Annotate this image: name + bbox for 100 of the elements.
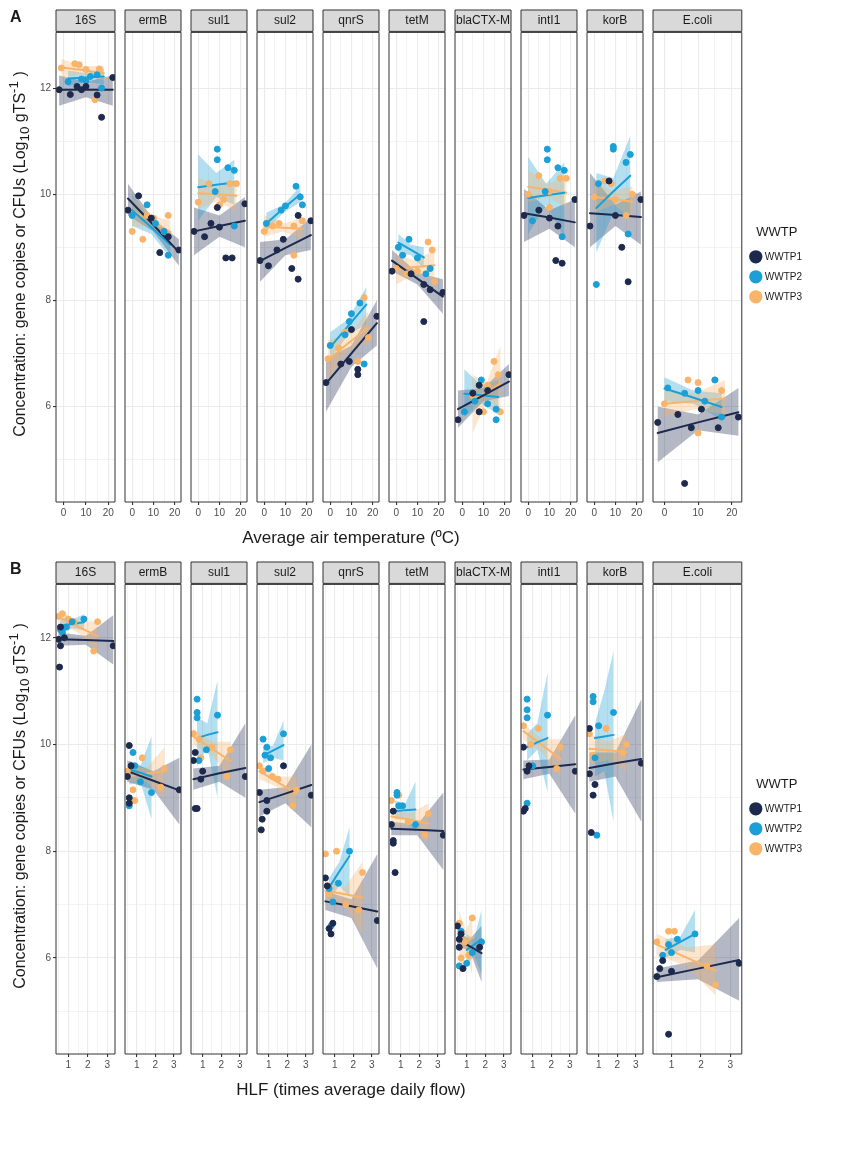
x-tick-label: 0 [261,506,268,518]
x-tick-label: 0 [525,506,532,518]
x-tick-label: 0 [327,506,334,518]
x-tick-label: 20 [631,506,643,518]
x-tick-label: 3 [236,1058,243,1070]
x-tick-label: 3 [302,1058,309,1070]
chart-title: qnrS [338,564,364,579]
legend-label: WWTP3 [764,290,803,302]
x-tick-label: 0 [661,506,668,518]
x-tick-label: 3 [632,1058,639,1070]
x-tick-label: 10 [411,506,424,518]
chart-title: blaCTX-M [455,12,511,27]
chart-title: E.coli [682,12,713,27]
x-tick-label: 3 [566,1058,573,1070]
x-tick-label: 2 [548,1058,555,1070]
x-tick-label: 3 [500,1058,507,1070]
x-tick-label: 10 [279,506,292,518]
x-tick-label: 10 [692,506,705,518]
x-tick-label: 20 [235,506,247,518]
x-tick-label: 2 [85,1058,92,1070]
x-tick-label: 2 [152,1058,159,1070]
chart-title: sul2 [273,12,297,27]
x-tick-label: 20 [301,506,313,518]
legend-label: WWTP1 [764,802,803,814]
x-tick-label: 1 [595,1058,602,1070]
chart-title: intI1 [537,564,561,579]
x-tick-label: 10 [80,506,92,518]
chart-title: korB [602,564,628,579]
legend-label: WWTP3 [764,842,803,854]
x-axis-title: HLF (times average daily flow) [236,1080,466,1100]
x-axis-title: Average air temperature (ºC) [242,528,460,548]
y-tick-label: 6 [45,951,52,963]
x-tick-label: 10 [609,506,622,518]
x-tick-label: 0 [129,506,136,518]
legend-label: WWTP2 [764,822,803,834]
chart-title: sul1 [207,564,231,579]
x-tick-label: 2 [482,1058,489,1070]
x-tick-label: 10 [213,506,226,518]
chart-title: qnrS [338,12,364,27]
x-tick-label: 10 [345,506,358,518]
x-tick-label: 20 [726,506,738,518]
chart-title: korB [602,12,628,27]
x-tick-label: 1 [463,1058,470,1070]
x-tick-label: 1 [331,1058,338,1070]
x-tick-label: 20 [499,506,511,518]
text: B [10,560,22,577]
y-tick-label: 8 [45,844,52,856]
legend-label: WWTP1 [764,250,803,262]
x-tick-label: 0 [459,506,466,518]
x-tick-label: 20 [102,506,115,518]
x-tick-label: 2 [698,1058,705,1070]
y-tick-label: 12 [39,81,52,93]
y-tick-label: 10 [39,187,52,199]
x-tick-label: 1 [133,1058,140,1070]
x-tick-label: 1 [265,1058,272,1070]
x-tick-label: 1 [397,1058,404,1070]
y-tick-label: 10 [39,738,52,750]
chart-title: tetM [405,564,429,579]
y-tick-label: 8 [45,294,52,306]
x-tick-label: 20 [367,506,379,518]
x-tick-label: 2 [284,1058,291,1070]
legend-title: WWTP [756,224,798,240]
x-tick-label: 10 [477,506,490,518]
x-tick-label: 20 [565,506,577,518]
chart-title: 16S [74,12,97,27]
x-tick-label: 1 [529,1058,536,1070]
chart-title: sul1 [207,12,231,27]
chart-title: ermB [138,12,168,27]
y-tick-label: 6 [45,400,52,412]
x-tick-label: 2 [350,1058,357,1070]
x-tick-label: 1 [199,1058,206,1070]
y-tick-label: 12 [39,631,52,643]
x-tick-label: 20 [169,506,181,518]
x-tick-label: 2 [218,1058,225,1070]
x-tick-label: 0 [591,506,598,518]
chart-title: E.coli [682,564,713,579]
x-tick-label: 3 [170,1058,177,1070]
x-tick-label: 0 [393,506,400,518]
x-tick-label: 3 [104,1058,111,1070]
x-tick-label: 0 [60,506,67,518]
x-tick-label: 2 [416,1058,423,1070]
x-tick-label: 0 [195,506,202,518]
x-tick-label: 20 [433,506,445,518]
chart-title: blaCTX-M [455,564,511,579]
chart-title: sul2 [273,564,297,579]
x-tick-label: 3 [368,1058,375,1070]
x-tick-label: 10 [147,506,160,518]
legend-title: WWTP [756,776,798,792]
x-tick-label: 2 [614,1058,621,1070]
legend-label: WWTP2 [764,270,803,282]
x-tick-label: 10 [543,506,556,518]
x-tick-label: 1 [668,1058,675,1070]
x-tick-label: 3 [727,1058,734,1070]
text: A [10,8,22,25]
chart-title: intI1 [537,12,561,27]
x-tick-label: 3 [434,1058,441,1070]
x-tick-label: 1 [65,1058,72,1070]
chart-title: 16S [74,564,97,579]
chart-title: ermB [138,564,168,579]
chart-title: tetM [405,12,429,27]
